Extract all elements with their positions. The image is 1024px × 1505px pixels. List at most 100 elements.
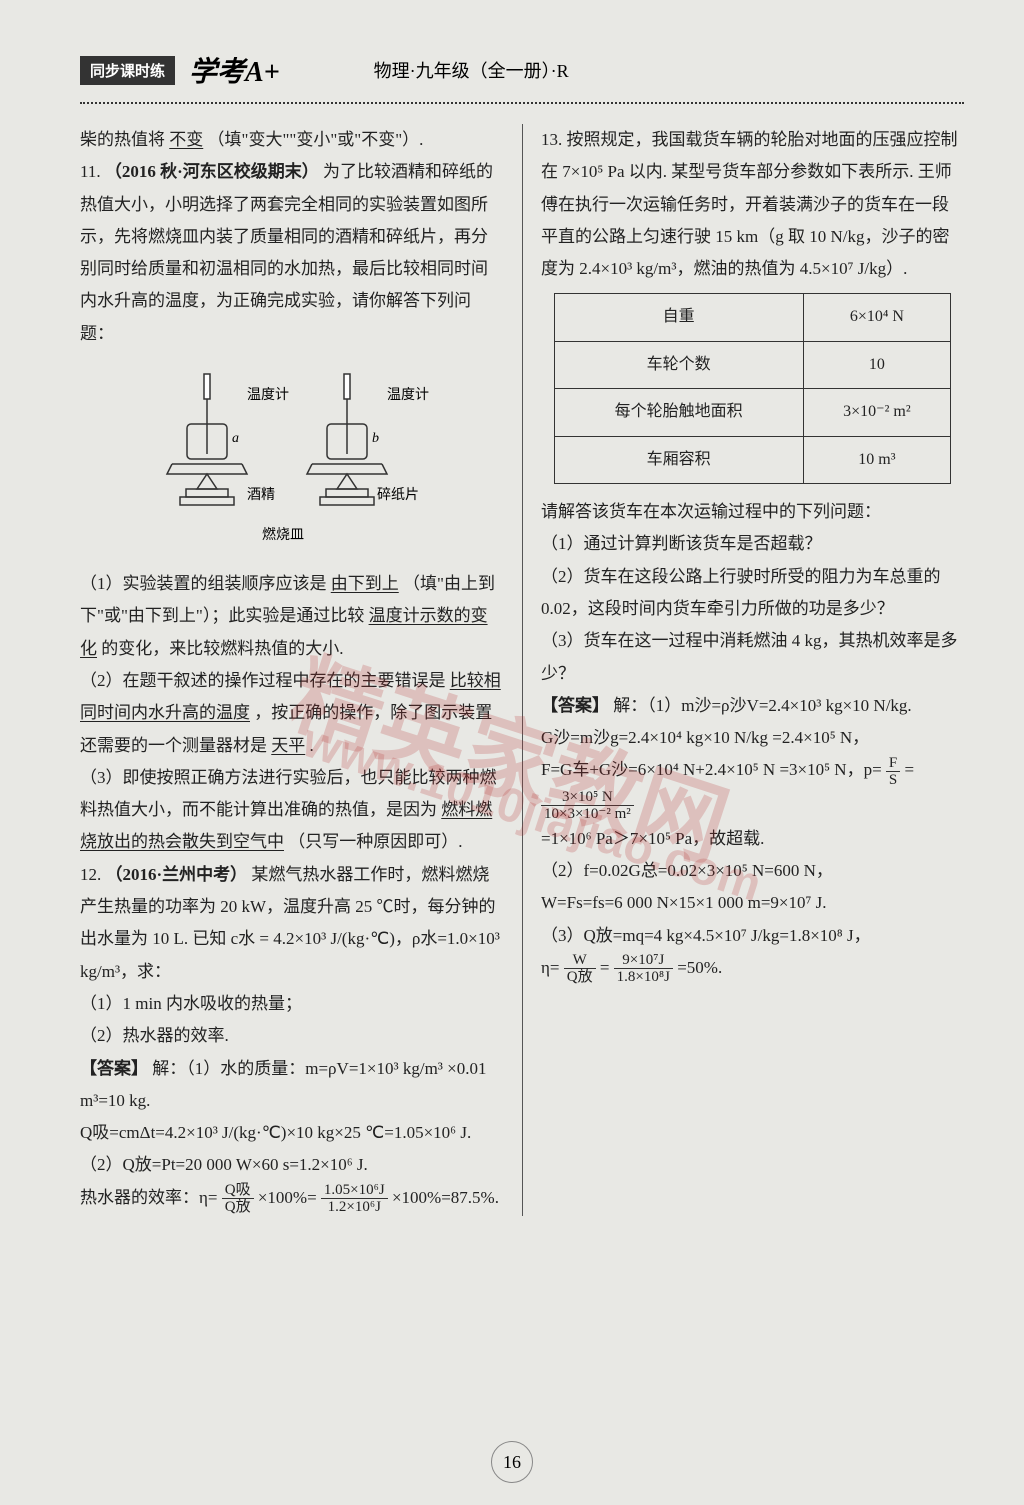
fraction: F S [886,755,900,789]
fill-blank: 由下到上 [331,574,399,593]
fraction: W Q放 [564,952,596,986]
fill-blank: 天平 [271,736,305,755]
book-info: 物理·九年级（全一册）·R [374,57,569,83]
text: η= [541,958,559,977]
fraction: 3×10⁵ N 10×3×10⁻² m² [541,789,634,823]
label-b: b [372,431,379,446]
p13-q2: （2）货车在这段公路上行驶时所受的阻力为车总重的 0.02，这段时间内货车牵引力… [541,561,964,626]
series-title: 学考A+ [189,50,280,90]
p13-q1: （1）通过计算判断该货车是否超载？ [541,528,964,560]
p11-q3: （3）即使按照正确方法进行实验后，也只能比较两种燃料热值大小，而不能计算出准确的… [80,762,504,859]
p12-answer: 【答案】 解：（1）水的质量：m=ρV=1×10³ kg/m³ ×0.01 m³… [80,1053,504,1118]
answer-label: 【答案】 [80,1059,148,1078]
text: ×100%=87.5%. [392,1188,499,1207]
source-label: （2016 秋·河东区校级期末） [105,162,319,181]
text: 解：（1）m沙=ρ沙V=2.4×10³ kg×10 N/kg. [613,696,911,715]
text: 的变化，来比较燃料热值的大小. [101,639,343,658]
p13-q3: （3）货车在这一过程中消耗燃油 4 kg，其热机效率是多少？ [541,625,964,690]
denominator: 1.2×10⁶J [321,1199,388,1216]
label-paper: 碎纸片 [377,487,419,503]
fill-blank: 不变 [169,130,203,149]
experiment-diagram: 温度计 温度计 a b 酒精 碎纸片 燃烧皿 [152,364,432,554]
table-row: 车轮个数10 [554,341,951,388]
problem-number: 11. [80,162,101,181]
cell: 6×10⁴ N [803,294,951,341]
p12-a3: （2）Q放=Pt=20 000 W×60 s=1.2×10⁶ J. [80,1149,504,1181]
text: F=G车+G沙=6×10⁴ N+2.4×10⁵ N =3×10⁵ N，p= [541,760,882,779]
problem-body: 为了比较酒精和碎纸的热值大小，小明选择了两套完全相同的实验装置如图所示，先将燃烧… [80,162,493,342]
answer-label: 【答案】 [541,696,609,715]
fraction: Q吸 Q放 [222,1182,254,1216]
label-a: a [232,431,239,446]
text: （填"变大""变小"或"不变"）. [208,130,424,149]
denominator: Q放 [222,1199,254,1216]
p13-intro: 请解答该货车在本次运输过程中的下列问题： [541,496,964,528]
text: = [600,958,610,977]
label-dish: 燃烧皿 [262,526,304,543]
label-thermo-a: 温度计 [247,387,289,403]
two-column-layout: 柴的热值将 不变 （填"变大""变小"或"不变"）. 11. （2016 秋·河… [80,124,964,1216]
denominator: 1.8×10⁸J [614,969,673,986]
table-row: 每个轮胎触地面积3×10⁻² m² [554,389,951,436]
numerator: W [564,952,596,970]
p11-q1: （1）实验装置的组装顺序应该是 由下到上 （填"由上到下"或"由下到上"）；此实… [80,568,504,665]
label-alcohol: 酒精 [247,487,275,503]
line-continuation: 柴的热值将 不变 （填"变大""变小"或"不变"）. [80,124,504,156]
page-number: 16 [491,1441,533,1483]
denominator: S [886,772,900,789]
denominator: Q放 [564,969,596,986]
page-header: 同步课时练 学考A+ 物理·九年级（全一册）·R [80,50,964,90]
problem-12: 12. （2016·兰州中考） 某燃气热水器工作时，燃料燃烧产生热量的功率为 2… [80,859,504,988]
table-row: 车厢容积10 m³ [554,436,951,483]
cell: 3×10⁻² m² [803,389,951,436]
cell: 10 m³ [803,436,951,483]
a6: W=Fs=fs=6 000 N×15×1 000 m=9×10⁷ J. [541,887,964,919]
a8: η= W Q放 = 9×10⁷J 1.8×10⁸J =50%. [541,952,964,986]
cell: 车轮个数 [554,341,803,388]
cell: 自重 [554,294,803,341]
table-row: 自重6×10⁴ N [554,294,951,341]
p12-a4: 热水器的效率：η= Q吸 Q放 ×100%= 1.05×10⁶J 1.2×10⁶… [80,1182,504,1216]
numerator: 3×10⁵ N [541,789,634,807]
text: （只写一种原因即可）. [288,832,462,851]
numerator: F [886,755,900,773]
numerator: 9×10⁷J [614,952,673,970]
problem-11: 11. （2016 秋·河东区校级期末） 为了比较酒精和碎纸的热值大小，小明选择… [80,156,504,350]
a4: =1×10⁶ Pa＞7×10⁵ Pa，故超载. [541,823,964,855]
problem-13: 13. 按照规定，我国载货车辆的轮胎对地面的压强应控制在 7×10⁵ Pa 以内… [541,124,964,285]
a2: G沙=m沙g=2.4×10⁴ kg×10 N/kg =2.4×10⁵ N， [541,722,964,754]
p11-q2: （2）在题干叙述的操作过程中存在的主要错误是 比较相同时间内水升高的温度 ，按正… [80,665,504,762]
numerator: 1.05×10⁶J [321,1182,388,1200]
text: （1）实验装置的组装顺序应该是 [80,574,327,593]
parameter-table: 自重6×10⁴ N 车轮个数10 每个轮胎触地面积3×10⁻² m² 车厢容积1… [554,293,952,484]
text: = [905,760,915,779]
cell: 车厢容积 [554,436,803,483]
a7: （3）Q放=mq=4 kg×4.5×10⁷ J/kg=1.8×10⁸ J， [541,920,964,952]
p12-a2: Q吸=cmΔt=4.2×10³ J/(kg·℃)×10 kg×25 ℃=1.05… [80,1117,504,1149]
page: 同步课时练 学考A+ 物理·九年级（全一册）·R 柴的热值将 不变 （填"变大"… [0,0,1024,1505]
source-label: （2016·兰州中考） [106,865,248,884]
a3: F=G车+G沙=6×10⁴ N+2.4×10⁵ N =3×10⁵ N，p= F … [541,754,964,822]
p13-answer: 【答案】 解：（1）m沙=ρ沙V=2.4×10³ kg×10 N/kg. [541,690,964,722]
fraction: 9×10⁷J 1.8×10⁸J [614,952,673,986]
series-tag: 同步课时练 [80,56,175,85]
left-column: 柴的热值将 不变 （填"变大""变小"或"不变"）. 11. （2016 秋·河… [80,124,522,1216]
text: （3）即使按照正确方法进行实验后，也只能比较两种燃料热值大小，而不能计算出准确的… [80,768,497,819]
p12-q2: （2）热水器的效率. [80,1020,504,1052]
cell: 10 [803,341,951,388]
right-column: 13. 按照规定，我国载货车辆的轮胎对地面的压强应控制在 7×10⁵ Pa 以内… [522,124,964,1216]
problem-number: 13. [541,130,562,149]
p12-q1: （1）1 min 内水吸收的热量； [80,988,504,1020]
fraction: 1.05×10⁶J 1.2×10⁶J [321,1182,388,1216]
problem-body: 按照规定，我国载货车辆的轮胎对地面的压强应控制在 7×10⁵ Pa 以内. 某型… [541,130,958,278]
text: ×100%= [258,1188,317,1207]
denominator: 10×3×10⁻² m² [541,806,634,823]
text: . [310,736,314,755]
header-divider [80,102,964,104]
a5: （2）f=0.02G总=0.02×3×10⁵ N=600 N， [541,855,964,887]
label-thermo-b: 温度计 [387,387,429,403]
numerator: Q吸 [222,1182,254,1200]
text: 热水器的效率：η= [80,1188,217,1207]
text: （2）在题干叙述的操作过程中存在的主要错误是 [80,671,446,690]
cell: 每个轮胎触地面积 [554,389,803,436]
